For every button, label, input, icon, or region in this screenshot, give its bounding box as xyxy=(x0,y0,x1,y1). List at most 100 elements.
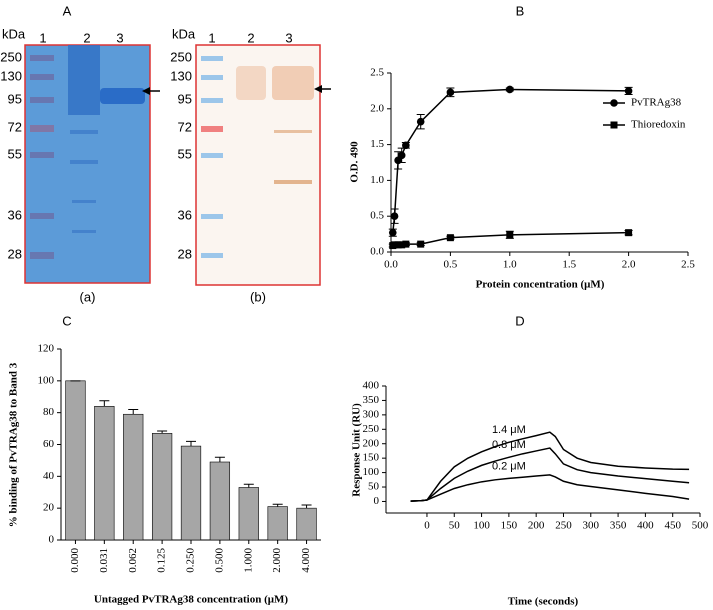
lane-label: 1 xyxy=(39,30,46,45)
panel-label: D xyxy=(515,313,524,328)
marker xyxy=(416,117,425,126)
y-tick-label: 80 xyxy=(43,406,55,418)
gel-image-a xyxy=(24,44,160,284)
bar xyxy=(123,413,144,541)
marker xyxy=(394,241,402,249)
error-bar xyxy=(157,430,168,434)
marker xyxy=(506,231,514,239)
y-tick-label: 200 xyxy=(363,437,380,449)
panel-label: B xyxy=(516,3,525,18)
y-axis-label: Response Unit (RU) xyxy=(351,403,363,497)
series-label: 0.8 μM xyxy=(492,439,526,451)
x-tick-label: 100 xyxy=(473,520,490,532)
x-tick-label: 4.000 xyxy=(300,548,312,573)
lane-label: 3 xyxy=(116,30,123,45)
y-tick-label: 0.0 xyxy=(370,246,384,258)
y-tick-label: 0.5 xyxy=(370,210,384,222)
series-label: 0.2 μM xyxy=(492,460,526,472)
lane-label: 3 xyxy=(285,30,292,45)
x-tick-label: 1.000 xyxy=(242,548,254,573)
x-tick-label: 2.5 xyxy=(681,259,695,271)
x-axis-label: Protein concentration (μM) xyxy=(476,279,605,291)
marker xyxy=(506,85,514,94)
bar xyxy=(94,405,115,541)
marker xyxy=(417,240,425,248)
x-tick-label: 50 xyxy=(449,520,461,532)
gel-caption: (b) xyxy=(250,289,266,304)
bar xyxy=(151,433,173,541)
bar xyxy=(209,461,231,541)
marker xyxy=(391,241,399,249)
y-tick-label: 2.0 xyxy=(370,102,384,114)
y-tick-label: 100 xyxy=(38,374,55,386)
error-bar xyxy=(243,483,254,488)
marker-label: 72 xyxy=(8,119,22,134)
marker xyxy=(402,240,410,248)
marker xyxy=(625,229,633,237)
marker-label: 130 xyxy=(170,68,192,83)
series-line xyxy=(410,474,690,502)
marker xyxy=(398,241,406,249)
x-tick-label: 0 xyxy=(424,520,430,532)
marker-label: 28 xyxy=(178,246,192,261)
series-line xyxy=(410,447,690,502)
lane-label: 2 xyxy=(83,30,90,45)
x-axis-label: Time (seconds) xyxy=(508,596,579,608)
chart: D Time (seconds) Response Unit (RU) 0 50 100 1… xyxy=(351,313,709,607)
y-tick-label: 120 xyxy=(38,343,55,355)
lane-label: 2 xyxy=(247,30,254,45)
x-tick-label: 450 xyxy=(664,520,681,532)
y-tick-label: 350 xyxy=(363,394,380,406)
y-axis-label: O.D. 490 xyxy=(349,141,361,183)
error-bar xyxy=(99,400,110,407)
marker xyxy=(446,88,455,97)
y-tick-label: 1.0 xyxy=(370,174,384,186)
bar xyxy=(65,380,86,541)
y-tick-label: 150 xyxy=(363,452,380,464)
y-axis-label: % binding of PvTRAg38 to Band 3 xyxy=(8,362,20,527)
legend-label: Thioredoxin xyxy=(631,119,686,131)
marker xyxy=(390,212,399,220)
x-tick-label: 250 xyxy=(555,520,572,532)
marker-label: 36 xyxy=(178,207,192,222)
y-tick-label: 400 xyxy=(363,380,380,392)
bar xyxy=(296,507,317,541)
x-tick-label: 0.062 xyxy=(127,548,139,573)
marker-label: 250 xyxy=(0,49,22,64)
error-bar xyxy=(301,504,312,509)
panel-label: C xyxy=(62,313,71,328)
marker-label: 28 xyxy=(8,246,22,261)
marker xyxy=(388,228,397,237)
legend-label: PvTRAg38 xyxy=(631,97,682,109)
x-tick-label: 2.000 xyxy=(271,548,283,573)
x-tick-label: 0.500 xyxy=(213,548,225,573)
y-tick-label: 50 xyxy=(368,481,380,493)
x-tick-label: 0.0 xyxy=(384,259,398,271)
unit-label: kDa xyxy=(2,26,26,41)
y-tick-label: 60 xyxy=(43,438,55,450)
x-tick-label: 300 xyxy=(583,520,600,532)
x-tick-label: 0.000 xyxy=(69,548,81,573)
y-tick-label: 0 xyxy=(374,495,380,507)
y-tick-label: 0 xyxy=(49,534,55,546)
marker-label: 55 xyxy=(178,146,192,161)
x-tick-label: 150 xyxy=(501,520,518,532)
x-tick-label: 1.0 xyxy=(503,259,517,271)
marker-label: 95 xyxy=(178,91,192,106)
marker-label: 36 xyxy=(8,207,22,222)
marker-label: 72 xyxy=(178,119,192,134)
series-label: 1.4 μM xyxy=(492,424,526,436)
y-tick-label: 300 xyxy=(363,408,380,420)
gel-caption: (a) xyxy=(80,289,96,304)
marker-label: 130 xyxy=(0,68,22,83)
x-tick-label: 2.0 xyxy=(622,259,636,271)
x-tick-label: 400 xyxy=(637,520,654,532)
legend-marker xyxy=(610,99,618,107)
marker-label: 55 xyxy=(8,146,22,161)
y-tick-label: 250 xyxy=(363,423,380,435)
bar xyxy=(180,445,202,541)
x-tick-label: 1.5 xyxy=(562,259,576,271)
chart: C Untagged PvTRAg38 concentration (μM) % b… xyxy=(8,313,321,606)
x-axis-label: Untagged PvTRAg38 concentration (μM) xyxy=(94,594,288,606)
